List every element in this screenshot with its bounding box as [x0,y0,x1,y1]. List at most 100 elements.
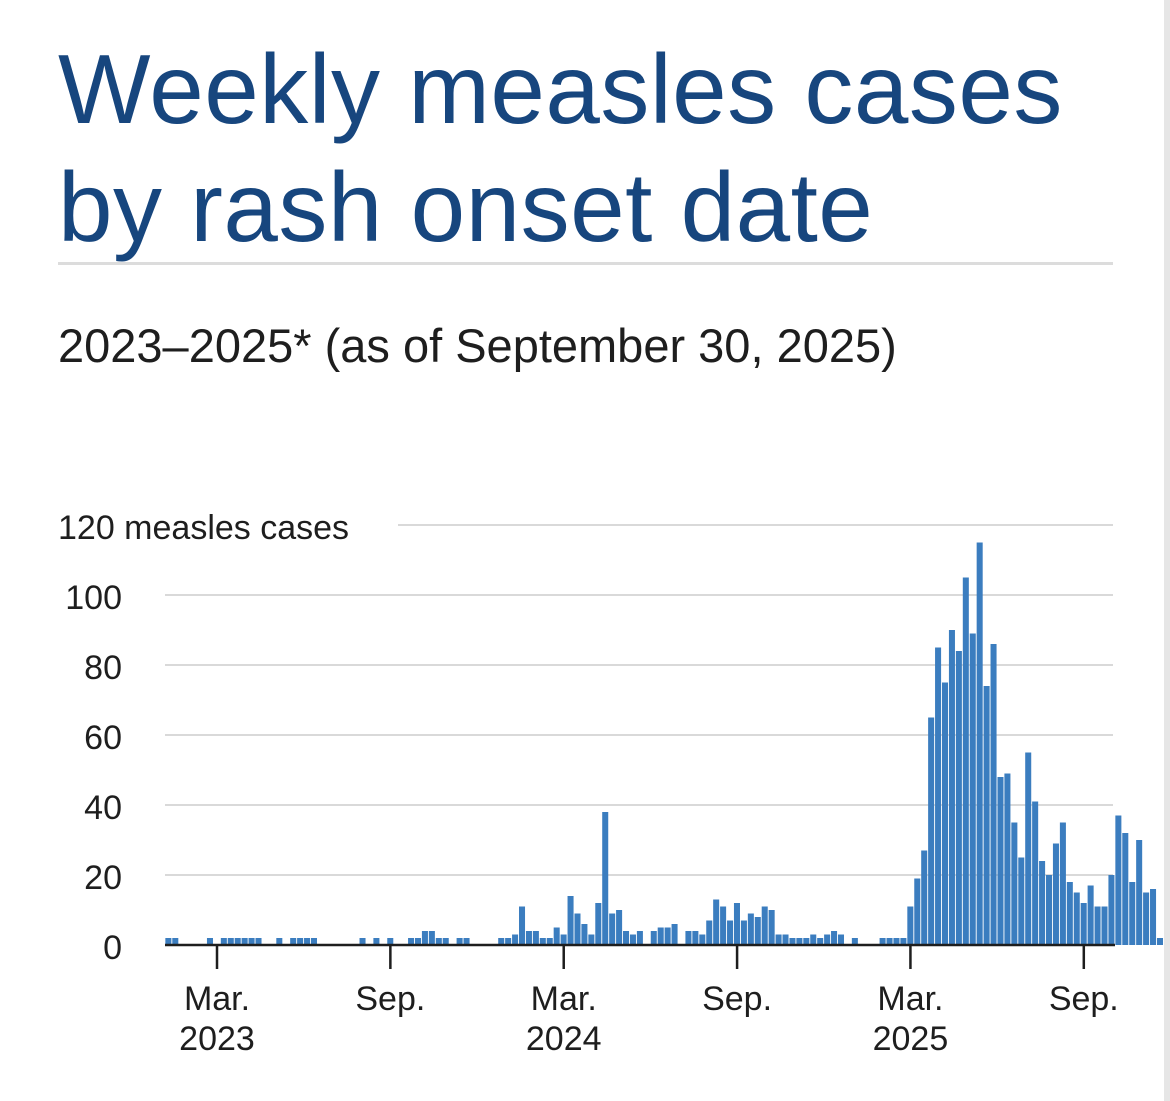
bar [1122,833,1129,945]
bar [962,577,969,945]
y-axis: 0 20 40 60 80 100 120 measles cases [58,509,349,967]
bar [692,931,699,945]
bar [165,938,172,945]
x-tick-year-label: 2023 [179,1020,255,1058]
bar [671,924,678,945]
bar [941,682,949,945]
bar [172,938,179,945]
bar [699,934,706,945]
bar [1156,938,1163,945]
bar [1101,906,1108,945]
bar [879,938,886,945]
bar [740,920,747,945]
chart-title: Weekly measles cases by rash onset date [58,34,1063,262]
bar [421,931,428,945]
bar [1025,752,1032,945]
bar [532,931,539,945]
bar [505,938,512,945]
bar [616,910,623,945]
bar [997,777,1004,945]
bar [969,633,976,945]
bar [921,850,928,945]
bar [567,896,574,945]
bar [935,647,942,945]
bar [983,686,990,945]
bar [768,910,775,945]
y-tick-label-120: 120 measles cases [58,509,349,547]
bar [837,934,845,945]
bar [664,927,671,945]
bar [914,878,921,945]
bar [1129,882,1136,945]
bar [685,931,692,945]
bar [463,938,470,945]
y-tick-label-60: 60 [84,719,122,757]
bar [1032,801,1039,945]
x-tick-label: Mar. [184,980,250,1018]
bar [553,927,560,945]
bar [831,931,838,945]
x-tick-label: Sep. [355,980,425,1018]
bar [241,938,248,945]
bar [893,938,900,945]
bar [796,938,803,945]
bar [1136,840,1143,945]
bar [851,938,858,945]
bar [408,938,415,945]
bar [234,938,241,945]
bar [574,913,581,945]
bar [1073,892,1080,945]
bar [1059,822,1066,945]
bar [1011,822,1018,945]
x-tick-label: Mar. [531,980,597,1018]
bar [581,924,588,945]
bar [276,938,283,945]
bar [955,651,962,945]
bar [290,938,297,945]
y-tick-label-0: 0 [103,929,122,967]
bar [747,913,754,945]
bar [761,906,768,945]
x-tick-year-label: 2024 [526,1020,602,1058]
bar [720,906,727,945]
bar [498,938,505,945]
bar [546,938,553,945]
bar [248,938,255,945]
bar [907,906,914,945]
bar [359,938,366,945]
bar [220,938,227,945]
bar [1115,815,1122,945]
y-tick-label-40: 40 [84,789,122,827]
bar [373,938,380,945]
bar [525,931,532,945]
bar [1052,843,1059,945]
y-tick-label-80: 80 [84,649,122,687]
bar [976,542,983,945]
bar [560,934,567,945]
bar [595,903,602,945]
bar [387,938,394,945]
bar [900,938,907,945]
bar [775,934,782,945]
bar [650,931,657,945]
y-tick-label-100: 100 [65,579,122,617]
bar [727,920,734,945]
bar [886,938,893,945]
bar [824,934,831,945]
bar [1087,885,1094,945]
bar [512,934,519,945]
bar [948,630,955,945]
bar [657,927,664,945]
bar [609,913,616,945]
title-divider [58,262,1113,265]
bar [754,917,761,945]
gridlines [165,524,1113,876]
bar [310,938,317,945]
frame-edge [1164,0,1170,1101]
bar [602,812,609,945]
x-tick-year-label: 2025 [873,1020,949,1058]
bar [304,938,311,945]
bar [1004,773,1011,945]
bar [539,938,546,945]
